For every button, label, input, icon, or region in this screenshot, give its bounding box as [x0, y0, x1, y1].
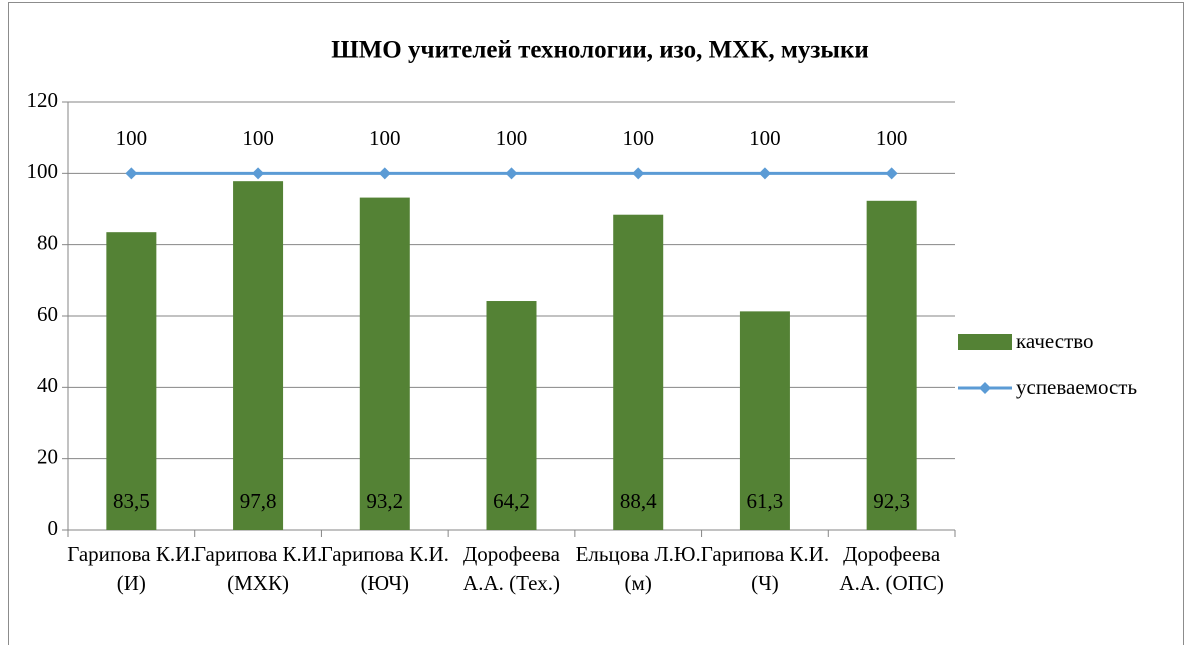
- legend-label: успеваемость: [1016, 375, 1137, 399]
- x-tick-label-box: Ельцова Л.Ю. (м): [575, 542, 701, 595]
- y-tick-label: 20: [37, 444, 58, 468]
- x-tick-label-box: Гарипова К.И. (Ч): [700, 542, 830, 595]
- bar: [359, 197, 410, 530]
- data-label: 88,4: [620, 489, 657, 513]
- data-label: 100: [876, 126, 908, 150]
- legend-label: качество: [1016, 329, 1094, 353]
- y-tick-label: 100: [27, 159, 59, 183]
- x-tick-label: Гарипова К.И. (МХК): [193, 542, 323, 595]
- legend-marker: [979, 382, 991, 394]
- marker: [758, 167, 771, 180]
- chart-border: [8, 2, 1184, 645]
- x-tick-label: Гарипова К.И. (И): [67, 542, 196, 595]
- chart-title: ШМО учителей технологии, изо, МХК, музык…: [331, 37, 869, 64]
- x-tick-label: Гарипова К.И. (Ч): [700, 542, 830, 595]
- legend-swatch: [958, 334, 1012, 350]
- bar: [106, 232, 157, 530]
- marker: [505, 167, 518, 180]
- data-label: 100: [116, 126, 148, 150]
- x-tick-label: Гарипова К.И. (ЮЧ): [320, 542, 449, 595]
- x-tick-label-box: Гарипова К.И. (ЮЧ): [320, 542, 449, 595]
- x-tick-label-box: Гарипова К.И. (И): [67, 542, 196, 595]
- bar: [739, 311, 790, 530]
- data-label: 100: [622, 126, 654, 150]
- y-tick-label: 0: [48, 516, 59, 540]
- data-label: 100: [242, 126, 274, 150]
- marker: [632, 167, 645, 180]
- marker: [885, 167, 898, 180]
- data-label: 100: [749, 126, 781, 150]
- x-tick-label-box: Дорофеева А.А. (Тех.): [462, 542, 561, 595]
- data-label: 100: [369, 126, 401, 150]
- x-tick-label-box: Гарипова К.И. (МХК): [193, 542, 323, 595]
- data-label: 100: [496, 126, 528, 150]
- bar: [486, 301, 537, 530]
- data-label: 61,3: [747, 489, 784, 513]
- data-label: 92,3: [873, 489, 910, 513]
- data-label: 97,8: [240, 489, 277, 513]
- y-tick-label: 60: [37, 302, 58, 326]
- marker: [252, 167, 265, 180]
- data-label: 93,2: [366, 489, 403, 513]
- x-tick-label: Дорофеева А.А. (Тех.): [462, 542, 561, 595]
- data-label: 83,5: [113, 489, 150, 513]
- y-tick-label: 40: [37, 373, 58, 397]
- x-tick-label: Дорофеева А.А. (ОПС): [839, 542, 944, 595]
- data-label: 64,2: [493, 489, 530, 513]
- marker: [378, 167, 391, 180]
- x-tick-label: Ельцова Л.Ю. (м): [575, 542, 701, 595]
- bar: [613, 214, 664, 530]
- bar: [866, 200, 917, 530]
- marker: [125, 167, 138, 180]
- y-tick-label: 80: [37, 230, 58, 254]
- y-tick-label: 120: [27, 88, 59, 112]
- bar: [233, 181, 284, 530]
- x-tick-label-box: Дорофеева А.А. (ОПС): [839, 542, 944, 595]
